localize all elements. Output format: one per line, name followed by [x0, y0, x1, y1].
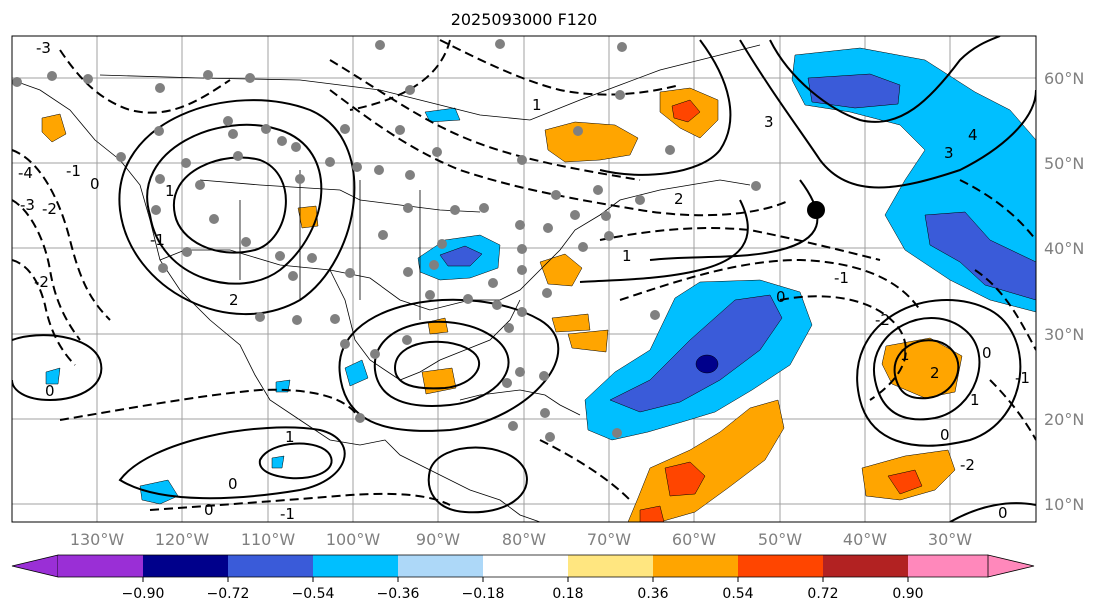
contour-label: 4 [968, 126, 978, 144]
colorbar-bin [143, 555, 228, 577]
contour-label: -1 [280, 505, 295, 523]
map-border [11, 35, 1037, 523]
contour-label: 3 [764, 113, 774, 131]
contour-label: 1 [900, 346, 910, 364]
lon-label: 100°W [326, 530, 381, 549]
colorbar-tick-label: 0.72 [807, 586, 838, 602]
contour-label: -2 [42, 200, 57, 218]
lat-label: 40°N [1044, 239, 1084, 258]
contour-label: 3 [944, 144, 954, 162]
contour-label: 0 [90, 175, 100, 193]
colorbar-extend-low [11, 554, 59, 578]
colorbar-tick-label: −0.18 [462, 586, 505, 602]
colorbar-bin [398, 555, 483, 577]
colorbar-extend-high [987, 554, 1035, 578]
longitude-labels: 130°W 120°W 110°W 100°W 90°W 80°W 70°W 6… [70, 530, 972, 549]
lon-label: 50°W [758, 530, 802, 549]
contour-label: 0 [998, 504, 1008, 522]
contour-label: 0 [228, 475, 238, 493]
map-title: 2025093000 F120 [450, 10, 598, 29]
storm-center-marker [807, 201, 825, 219]
contour-label: 1 [285, 428, 295, 446]
contour-label: 0 [982, 344, 992, 362]
contour-labels: -3 -4 -3 -2 -2 -1 0 0 -1 1 2 1 0 0 -1 1 … [18, 39, 1030, 523]
colorbar-bin [58, 555, 143, 577]
gridlines [12, 36, 1036, 522]
lon-label: 120°W [155, 530, 210, 549]
contour-label: -3 [20, 196, 35, 214]
lon-label: 80°W [502, 530, 546, 549]
station-dots [12, 39, 761, 442]
contour-label: -1 [150, 231, 165, 249]
colorbar-tick-label: −0.54 [292, 586, 335, 602]
colorbar-tick-label: −0.72 [207, 586, 250, 602]
contour-label: -1 [1015, 369, 1030, 387]
lat-label: 10°N [1044, 495, 1084, 514]
contour-lines-negative [12, 39, 1036, 511]
contour-label: 1 [165, 182, 175, 200]
coastlines [12, 44, 761, 522]
contour-label: 0 [204, 501, 214, 519]
contour-label: 1 [532, 96, 542, 114]
lat-label: 30°N [1044, 325, 1084, 344]
lon-label: 70°W [587, 530, 631, 549]
lon-label: 110°W [241, 530, 296, 549]
shaded-fields [41, 47, 1036, 522]
colorbar-tick-label: 0.54 [722, 586, 753, 602]
contour-label: -1 [834, 269, 849, 287]
contour-label: -4 [18, 164, 33, 182]
lat-label: 60°N [1044, 69, 1084, 88]
colorbar-tick-label: 0.90 [892, 586, 923, 602]
latitude-labels: 10°N 20°N 30°N 40°N 50°N 60°N [1044, 69, 1084, 514]
colorbar-tick-label: 0.18 [552, 586, 583, 602]
lat-label: 20°N [1044, 410, 1084, 429]
contour-label: 0 [45, 382, 55, 400]
colorbar-bin [483, 555, 568, 577]
colorbar-bin [653, 555, 738, 577]
lon-label: 30°W [928, 530, 972, 549]
lat-label: 50°N [1044, 154, 1084, 173]
contour-label: -3 [36, 39, 51, 57]
colorbar-bin [823, 555, 908, 577]
lon-label: 40°W [843, 530, 887, 549]
colorbar-bin [568, 555, 653, 577]
colorbar-bin [228, 555, 313, 577]
colorbar-bin [313, 555, 398, 577]
lon-label: 130°W [70, 530, 125, 549]
lon-label: 90°W [416, 530, 460, 549]
colorbar: −0.90 −0.72 −0.54 −0.36 −0.18 0.18 0.36 … [11, 554, 1035, 602]
colorbar-bin [908, 555, 988, 577]
contour-label: -2 [960, 456, 975, 474]
contour-label: 2 [930, 364, 940, 382]
colorbar-bin [738, 555, 823, 577]
colorbar-tick-label: 0.36 [637, 586, 668, 602]
colorbar-tick-label: −0.36 [377, 586, 420, 602]
contour-label: 2 [674, 190, 684, 208]
colorbar-tick-label: −0.90 [122, 586, 165, 602]
contour-label: -2 [875, 311, 890, 329]
contour-label: -1 [66, 162, 81, 180]
contour-label: 0 [940, 426, 950, 444]
contour-label: 0 [776, 288, 786, 306]
contour-label: 1 [970, 391, 980, 409]
contour-label: 2 [229, 291, 239, 309]
contour-label: 1 [622, 247, 632, 265]
contour-label: -2 [34, 273, 49, 291]
lon-label: 60°W [672, 530, 716, 549]
